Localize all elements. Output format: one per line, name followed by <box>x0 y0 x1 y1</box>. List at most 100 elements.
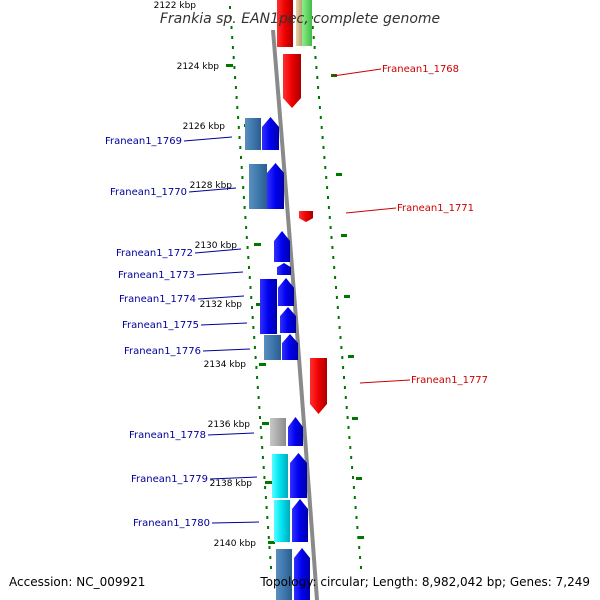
gene-label-franean1-1780[interactable]: Franean1_1780 <box>133 518 210 529</box>
tick-mark <box>242 186 245 189</box>
tick-mark <box>259 416 261 419</box>
scale-label: 2136 kbp <box>208 420 251 430</box>
tick-mark <box>352 486 355 489</box>
gene-arrow-forward[interactable] <box>288 417 303 446</box>
major-tick-mark <box>256 303 263 306</box>
tick-mark <box>331 246 334 249</box>
tick-mark <box>250 296 253 299</box>
tick-mark <box>233 66 236 69</box>
scale-label: 2122 kbp <box>154 1 197 11</box>
tick-mark <box>246 246 249 249</box>
tick-mark <box>338 326 341 329</box>
major-tick-mark <box>348 355 354 358</box>
tick-mark <box>259 426 262 429</box>
gene-block[interactable] <box>302 0 312 46</box>
major-tick-mark <box>254 243 261 246</box>
tick-mark <box>344 396 347 399</box>
gene-arrow-forward[interactable] <box>290 453 307 498</box>
gene-block[interactable] <box>264 335 281 360</box>
gene-arrow-reverse[interactable] <box>310 358 327 414</box>
scale-label: 2130 kbp <box>195 241 238 251</box>
gene-label-franean1-1774[interactable]: Franean1_1774 <box>119 294 196 305</box>
tick-mark <box>231 46 234 49</box>
gene-arrow-forward[interactable] <box>294 548 310 600</box>
scale-label: 2132 kbp <box>200 300 243 310</box>
gene-arrow-forward[interactable] <box>274 231 290 262</box>
gene-arrow-forward[interactable] <box>267 163 284 209</box>
gene-block[interactable] <box>274 500 290 542</box>
tick-mark <box>249 286 252 289</box>
tick-mark <box>313 46 316 49</box>
gene-label-franean1-1772[interactable]: Franean1_1772 <box>116 248 193 259</box>
gene-label-franean1-1771[interactable]: Franean1_1771 <box>397 203 474 214</box>
tick-mark <box>349 446 352 449</box>
gene-arrow-reverse[interactable] <box>277 0 293 47</box>
tick-mark <box>342 366 345 369</box>
tick-mark <box>270 566 272 569</box>
gene-label-franean1-1777[interactable]: Franean1_1777 <box>411 375 488 386</box>
major-tick-mark <box>336 173 342 176</box>
tick-mark <box>260 436 263 439</box>
tick-mark <box>333 266 336 269</box>
tick-mark <box>239 146 242 149</box>
gene-label-franean1-1779[interactable]: Franean1_1779 <box>131 474 208 485</box>
gene-block[interactable] <box>245 118 261 150</box>
gene-label-franean1-1768[interactable]: Franean1_1768 <box>382 64 459 75</box>
gene-block[interactable] <box>249 164 267 209</box>
gene-block[interactable] <box>272 454 288 498</box>
tick-mark <box>268 546 271 549</box>
gene-block[interactable] <box>260 279 277 334</box>
tick-mark <box>348 436 351 439</box>
gene-block[interactable] <box>296 0 302 46</box>
gene-label-franean1-1769[interactable]: Franean1_1769 <box>105 136 182 147</box>
tick-mark <box>232 56 235 59</box>
tick-mark <box>244 216 247 219</box>
gene-label-franean1-1775[interactable]: Franean1_1775 <box>122 320 199 331</box>
tick-mark <box>318 106 321 109</box>
tick-mark <box>264 496 267 499</box>
gene-label-franean1-1773[interactable]: Franean1_1773 <box>118 270 195 281</box>
gene-label-franean1-1776[interactable]: Franean1_1776 <box>124 346 201 357</box>
tick-mark <box>353 496 356 499</box>
gene-arrow-forward[interactable] <box>262 117 279 150</box>
tick-mark <box>263 476 266 479</box>
scale-label: 2138 kbp <box>210 479 253 489</box>
tick-mark <box>237 116 240 119</box>
label-leader-lines <box>183 68 411 524</box>
gene-arrow-reverse[interactable] <box>283 54 301 108</box>
tick-mark <box>267 526 270 529</box>
tick-mark <box>332 256 335 259</box>
tick-mark <box>343 376 345 379</box>
tick-mark <box>345 406 348 409</box>
tick-mark <box>257 396 260 399</box>
major-tick-mark <box>226 64 233 67</box>
tick-mark <box>328 216 331 219</box>
gene-labels[interactable]: Franean1_1768 Franean1_1769 Franean1_1770 F… <box>105 64 488 529</box>
gene-arrow-forward[interactable] <box>280 307 296 333</box>
tick-mark <box>234 86 237 89</box>
gene-arrow-forward[interactable] <box>282 334 298 360</box>
gene-label-franean1-1770[interactable]: Franean1_1770 <box>110 187 187 198</box>
leader-line <box>345 207 397 214</box>
tick-mark <box>335 286 337 289</box>
tick-mark <box>311 26 314 29</box>
gene-arrow-forward[interactable] <box>278 278 294 306</box>
gene-arrow-forward[interactable] <box>292 499 308 542</box>
scale-labels: 2122 kbp 2124 kbp 2126 kbp 2128 kbp 2130 kbp… <box>154 1 257 549</box>
tick-mark <box>352 476 354 479</box>
leader-line <box>209 476 258 480</box>
major-tick-mark <box>344 295 350 298</box>
tick-mark <box>230 26 233 29</box>
tick-mark <box>354 506 357 509</box>
tick-mark <box>261 456 264 459</box>
gene-block[interactable] <box>270 418 286 446</box>
gene-label-franean1-1778[interactable]: Franean1_1778 <box>129 430 206 441</box>
tick-mark <box>248 276 251 279</box>
gene-arrow-reverse[interactable] <box>299 211 313 222</box>
gene-block[interactable] <box>276 549 292 600</box>
tick-mark <box>262 466 265 469</box>
tick-mark <box>330 236 333 239</box>
gene-arrow-forward[interactable] <box>277 263 291 275</box>
tick-mark <box>320 126 323 129</box>
tick-mark <box>322 146 325 149</box>
